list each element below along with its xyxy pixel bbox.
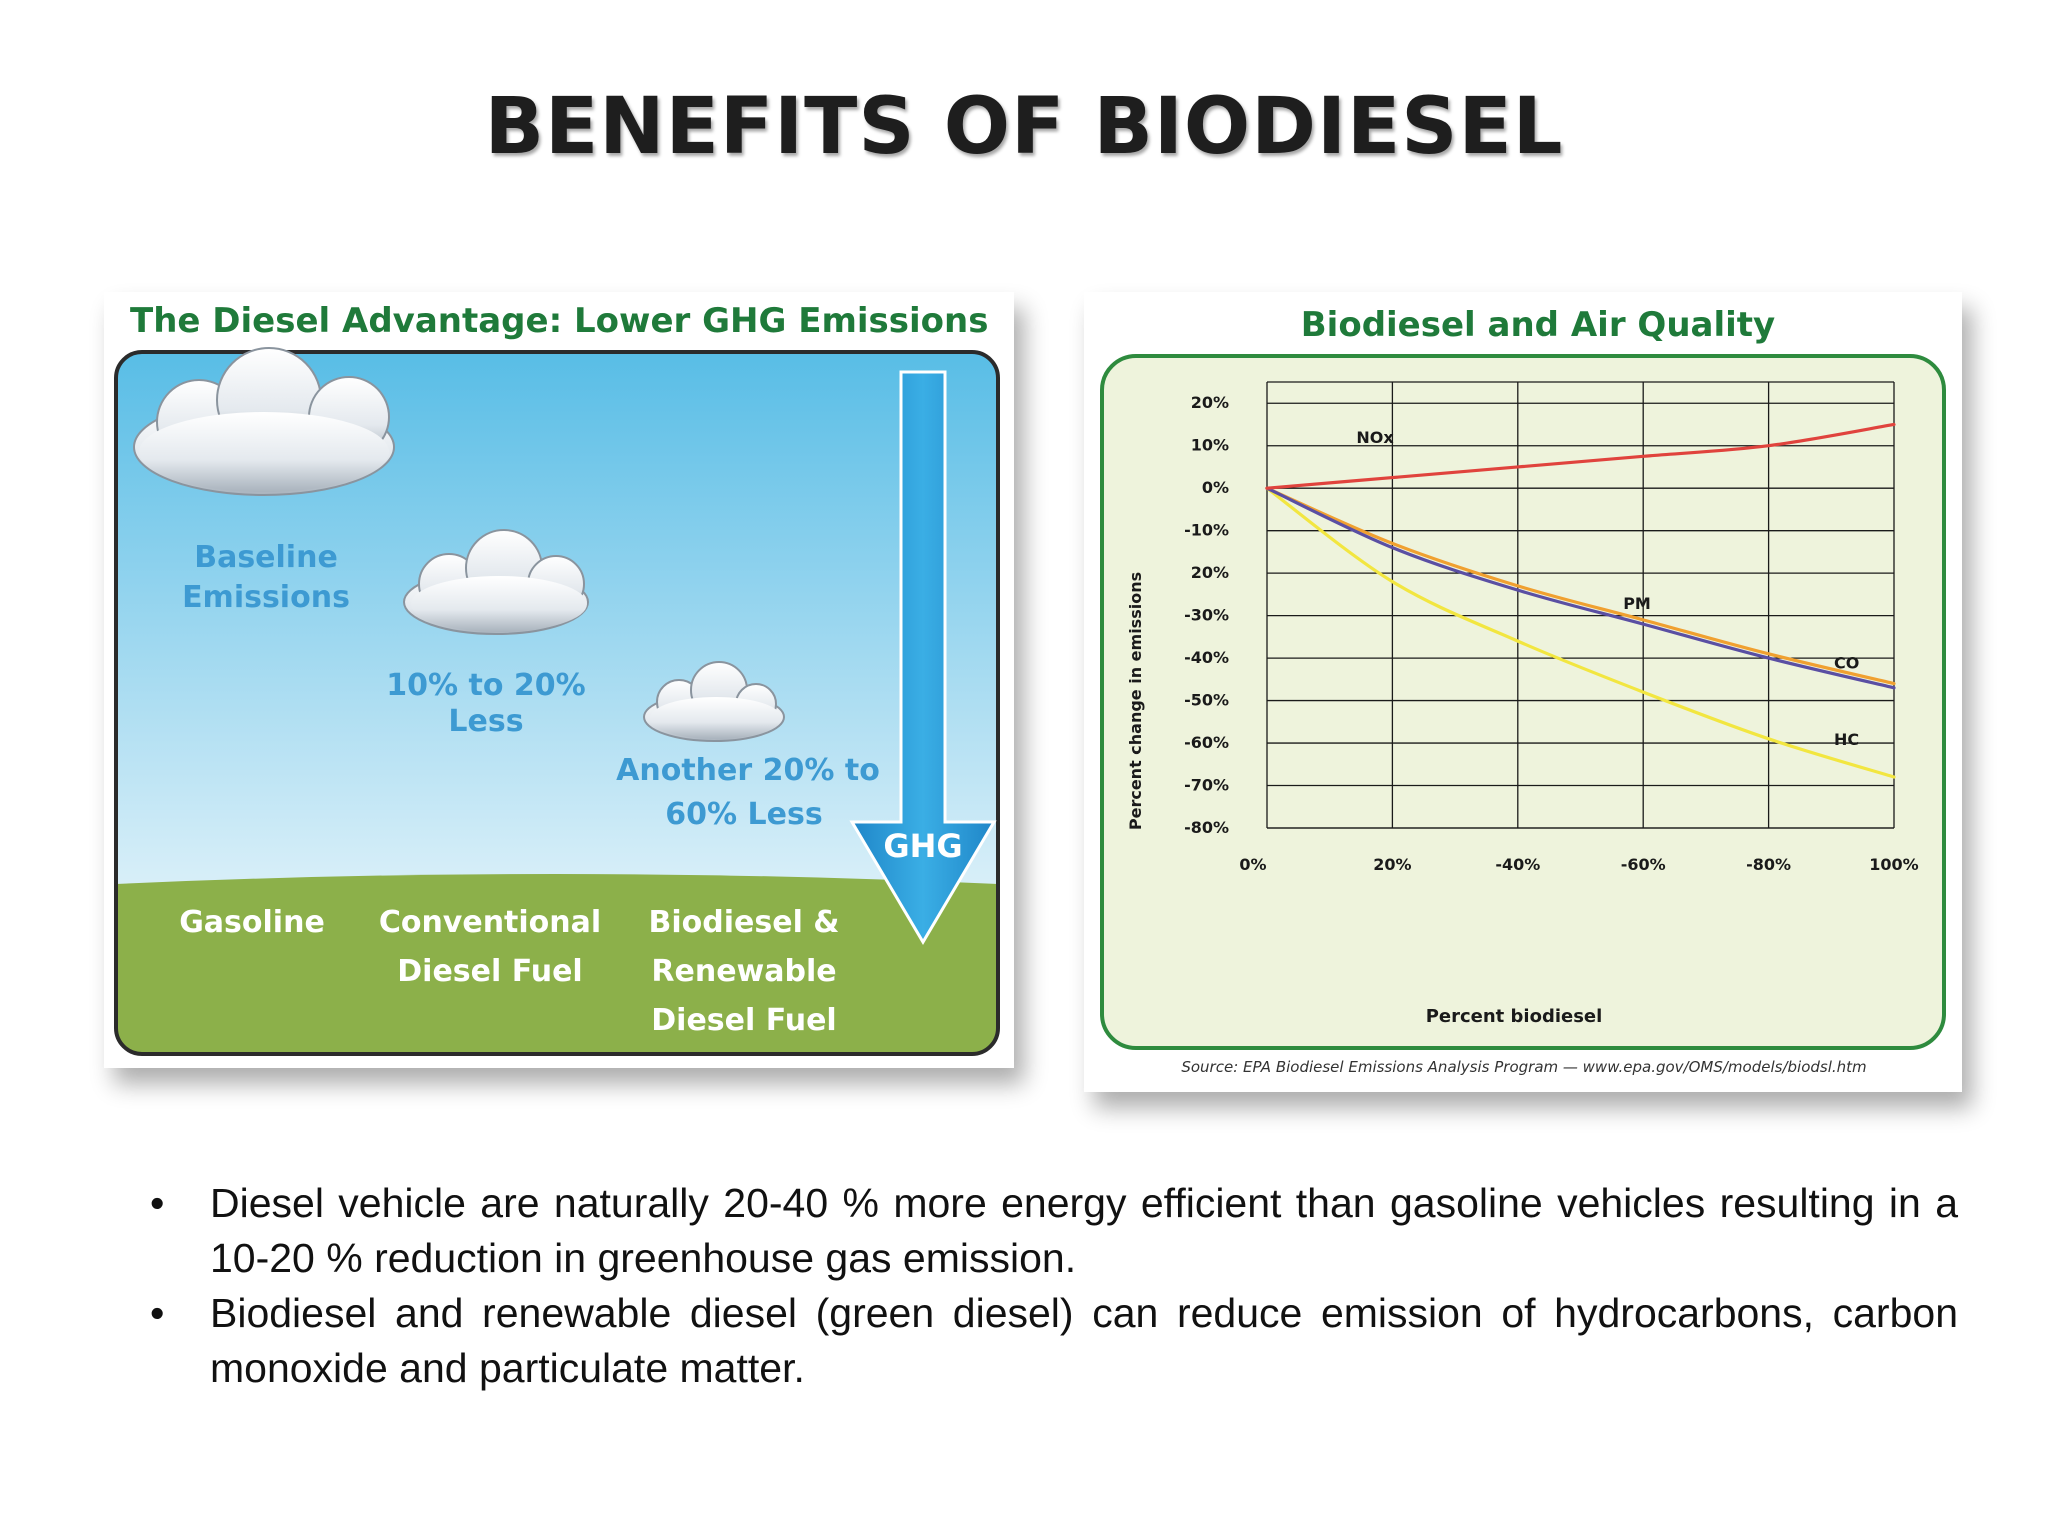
- series-labels: NOx PM CO HC: [1356, 428, 1859, 749]
- air-quality-chart: Biodiesel and Air Quality 20%10%0%-10%20…: [1100, 305, 1946, 1076]
- y-tick-label: -70%: [1184, 776, 1229, 795]
- chart-title: Biodiesel and Air Quality: [1301, 305, 1775, 345]
- biodiesel-cloud-label-line2: 60% Less: [665, 797, 822, 832]
- y-tick-label: 20%: [1191, 563, 1229, 582]
- gasoline-label: Gasoline: [179, 905, 325, 940]
- conventional-label-line2: Less: [448, 704, 523, 739]
- x-tick-label: 100%: [1869, 855, 1918, 874]
- y-tick-label: -10%: [1184, 521, 1229, 540]
- ghg-infographic-canvas: The Diesel Advantage: Lower GHG Emission…: [114, 301, 1000, 1056]
- infographic-frame: [114, 350, 1000, 1056]
- biodiesel-cloud-label-line1: Another 20% to: [616, 753, 880, 788]
- chart-source: Source: EPA Biodiesel Emissions Analysis…: [1181, 1058, 1866, 1076]
- y-axis-ticks: 20% 10% 0% -10% 20% -30% -40% -50% -60% -70% -80%: [1184, 393, 1229, 837]
- biodiesel-cloud-icon: [643, 661, 785, 742]
- y-tick-label: 0%: [1202, 478, 1229, 497]
- x-tick-label: -40%: [1495, 855, 1540, 874]
- y-axis-label: Percent change in emissions: [1126, 572, 1145, 830]
- series-line-co: [1265, 486, 1896, 686]
- conventional-fuel-label-line2: Diesel Fuel: [397, 954, 582, 989]
- series-line-pm: [1265, 486, 1896, 690]
- x-axis-label: Percent biodiesel: [1426, 1006, 1603, 1027]
- baseline-label-line1: Baseline: [194, 540, 338, 575]
- ghg-down-arrow-icon: [849, 370, 997, 945]
- x-axis-ticks: 0% 20% -40% -60% -80% 100%: [1239, 855, 1918, 874]
- y-tick-label: 20%: [1191, 393, 1229, 412]
- series-line-hc: [1265, 486, 1896, 779]
- bullet-item-2: Biodiesel and renewable diesel (green di…: [150, 1286, 1958, 1396]
- biodiesel-fuel-label-line3: Diesel Fuel: [651, 1003, 836, 1038]
- y-tick-label: -50%: [1184, 691, 1229, 710]
- baseline-label-line2: Emissions: [182, 580, 350, 615]
- y-tick-label: -40%: [1184, 648, 1229, 667]
- baseline-cloud-icon: [133, 347, 395, 496]
- series-label-pm: PM: [1623, 594, 1651, 613]
- conventional-fuel-label-line1: Conventional: [379, 905, 601, 940]
- ghg-title: The Diesel Advantage: Lower GHG Emission…: [130, 301, 988, 341]
- air-quality-chart-panel: Biodiesel and Air Quality 20% 10% 0% -10% 20…: [1084, 292, 1962, 1092]
- conventional-label-line1: 10% to 20%: [386, 668, 585, 703]
- x-tick-label: -80%: [1746, 855, 1791, 874]
- conventional-cloud-icon: [403, 529, 589, 635]
- biodiesel-fuel-label-line1: Biodiesel &: [649, 905, 840, 940]
- ground: [116, 874, 998, 1054]
- chart-series: [1265, 422, 1896, 779]
- bullet-list: Diesel vehicle are naturally 20-40 % mor…: [150, 1176, 1958, 1396]
- x-tick-label: 20%: [1373, 855, 1411, 874]
- chart-frame: [1100, 354, 1946, 1050]
- biodiesel-fuel-label-line2: Renewable: [651, 954, 836, 989]
- slide-title: BENEFITS OF BIODIESEL: [484, 82, 1564, 172]
- y-tick-label: -60%: [1184, 733, 1229, 752]
- x-tick-label: 0%: [1239, 855, 1266, 874]
- bullet-item-1: Diesel vehicle are naturally 20-40 % mor…: [150, 1176, 1958, 1286]
- x-tick-label: -60%: [1621, 855, 1666, 874]
- chart-grid: [1266, 381, 1895, 829]
- series-label-co: CO: [1834, 653, 1859, 672]
- series-label-nox: NOx: [1356, 428, 1394, 447]
- y-tick-label: 10%: [1191, 436, 1229, 455]
- ghg-infographic: The Diesel Advantage: Lower GHG Emission…: [104, 292, 1014, 1068]
- ghg-arrow-label: GHG: [883, 827, 962, 865]
- series-label-hc: HC: [1834, 730, 1859, 749]
- series-line-nox: [1265, 422, 1896, 490]
- y-tick-label: -80%: [1184, 818, 1229, 837]
- y-tick-label: -30%: [1184, 606, 1229, 625]
